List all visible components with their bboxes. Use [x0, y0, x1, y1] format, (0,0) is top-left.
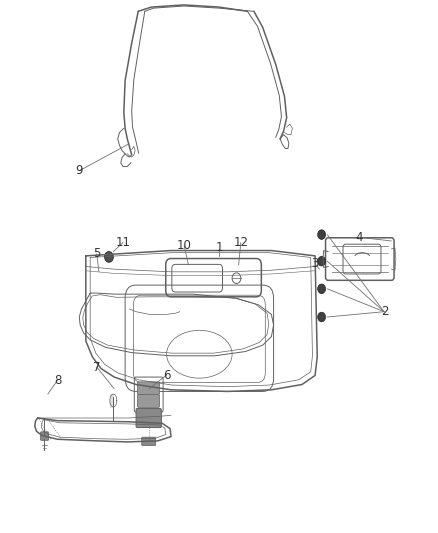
Text: 7: 7: [93, 361, 100, 374]
Text: 4: 4: [355, 231, 363, 244]
Text: 5: 5: [93, 247, 100, 260]
Text: 8: 8: [54, 374, 61, 387]
Text: 10: 10: [177, 239, 191, 252]
Text: 2: 2: [381, 305, 389, 318]
FancyBboxPatch shape: [138, 394, 159, 407]
Text: 6: 6: [163, 369, 170, 382]
Circle shape: [318, 284, 325, 294]
FancyBboxPatch shape: [40, 432, 49, 440]
Text: 12: 12: [233, 236, 248, 249]
Circle shape: [318, 256, 325, 266]
Text: 11: 11: [116, 236, 131, 249]
Text: 1: 1: [215, 241, 223, 254]
FancyBboxPatch shape: [138, 382, 159, 394]
Circle shape: [318, 230, 325, 239]
Circle shape: [318, 312, 325, 322]
Circle shape: [105, 252, 113, 262]
FancyBboxPatch shape: [136, 408, 161, 427]
FancyBboxPatch shape: [142, 437, 155, 446]
Text: 3: 3: [311, 257, 319, 270]
Text: 9: 9: [75, 164, 83, 177]
